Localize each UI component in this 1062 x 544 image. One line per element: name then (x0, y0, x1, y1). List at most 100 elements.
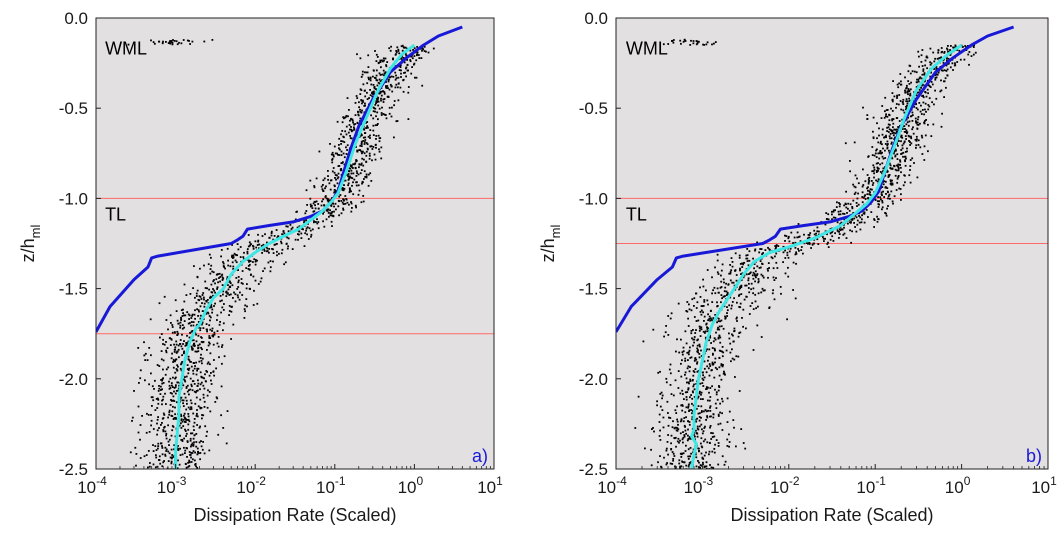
scatter-point (150, 414, 152, 416)
scatter-point (182, 384, 185, 387)
scatter-point (307, 238, 310, 240)
scatter-point (889, 137, 891, 140)
scatter-point (904, 89, 906, 92)
scatter-point (873, 219, 876, 221)
scatter-point (794, 297, 797, 300)
scatter-point (665, 449, 668, 452)
scatter-point (209, 297, 211, 299)
scatter-point (851, 206, 854, 208)
scatter-point (839, 229, 842, 232)
scatter-point (881, 162, 884, 165)
scatter-point (877, 196, 879, 198)
scatter-point (716, 321, 718, 324)
scatter-point (175, 358, 178, 361)
scatter-point (197, 451, 199, 454)
scatter-point (272, 238, 275, 241)
scatter-point (257, 283, 260, 285)
scatter-point (673, 437, 676, 440)
scatter-point (180, 419, 183, 422)
scatter-point (867, 216, 869, 218)
scatter-point (220, 249, 223, 251)
scatter-point (363, 158, 365, 161)
scatter-point (204, 280, 207, 283)
scatter-point (427, 51, 430, 54)
scatter-point (232, 323, 235, 326)
scatter-point (775, 244, 778, 246)
scatter-point (878, 200, 881, 203)
scatter-point (222, 322, 225, 325)
scatter-point (379, 59, 382, 62)
scatter-point (342, 209, 345, 211)
scatter-point (940, 79, 942, 82)
scatter-point (374, 124, 377, 127)
scatter-point (208, 342, 211, 345)
scatter-point (390, 45, 392, 48)
scatter-point (671, 451, 674, 453)
scatter-point (131, 420, 133, 422)
scatter-point (731, 357, 734, 360)
scatter-point (348, 191, 351, 194)
scatter-point (752, 271, 755, 274)
scatter-point (190, 406, 193, 409)
scatter-point (728, 304, 731, 307)
scatter-point (316, 218, 318, 221)
scatter-point (715, 331, 717, 334)
scatter-point (692, 370, 695, 372)
scatter-point (857, 182, 860, 185)
scatter-point (199, 371, 202, 374)
scatter-point (740, 428, 743, 430)
scatter-point (927, 92, 929, 95)
y-axis-label-main: z/h (18, 238, 38, 262)
scatter-point (206, 328, 208, 331)
scatter-point (360, 111, 363, 114)
scatter-point (259, 280, 262, 283)
scatter-point (916, 123, 919, 126)
scatter-point (684, 357, 687, 360)
scatter-point (161, 447, 164, 449)
scatter-point (203, 298, 205, 301)
scatter-point (946, 68, 949, 71)
scatter-point (705, 461, 708, 464)
scatter-point (879, 150, 882, 153)
scatter-point (891, 179, 893, 182)
scatter-point (680, 338, 682, 341)
scatter-point (724, 316, 727, 319)
scatter-point (704, 330, 707, 333)
scatter-point (236, 243, 239, 245)
scatter-point (927, 104, 930, 106)
scatter-point (152, 463, 155, 466)
scatter-point (206, 349, 208, 351)
scatter-point (745, 257, 748, 260)
scatter-point (889, 197, 891, 200)
scatter-point (380, 66, 382, 69)
scatter-point (135, 453, 138, 455)
scatter-point (905, 118, 908, 121)
scatter-point (665, 447, 668, 450)
scatter-point (378, 107, 381, 110)
scatter-point (161, 403, 163, 406)
scatter-point (359, 144, 362, 147)
scatter-point (936, 73, 939, 76)
scatter-point (237, 286, 240, 288)
scatter-point (343, 199, 345, 202)
scatter-point (200, 440, 202, 442)
scatter-point (365, 71, 368, 74)
scatter-point (255, 246, 258, 249)
scatter-point (195, 433, 198, 435)
scatter-point (179, 367, 182, 370)
scatter-point (910, 81, 912, 84)
scatter-point (905, 98, 908, 100)
scatter-point (935, 66, 938, 68)
scatter-point (953, 46, 955, 49)
scatter-point (679, 465, 682, 468)
scatter-point (322, 184, 324, 186)
scatter-point (881, 133, 884, 136)
scatter-point (161, 465, 164, 468)
scatter-point (851, 207, 854, 210)
scatter-point (195, 361, 197, 364)
scatter-point (758, 267, 761, 269)
scatter-point (897, 163, 900, 166)
scatter-point (359, 149, 362, 151)
scatter-point (754, 274, 756, 276)
scatter-point (239, 291, 241, 294)
